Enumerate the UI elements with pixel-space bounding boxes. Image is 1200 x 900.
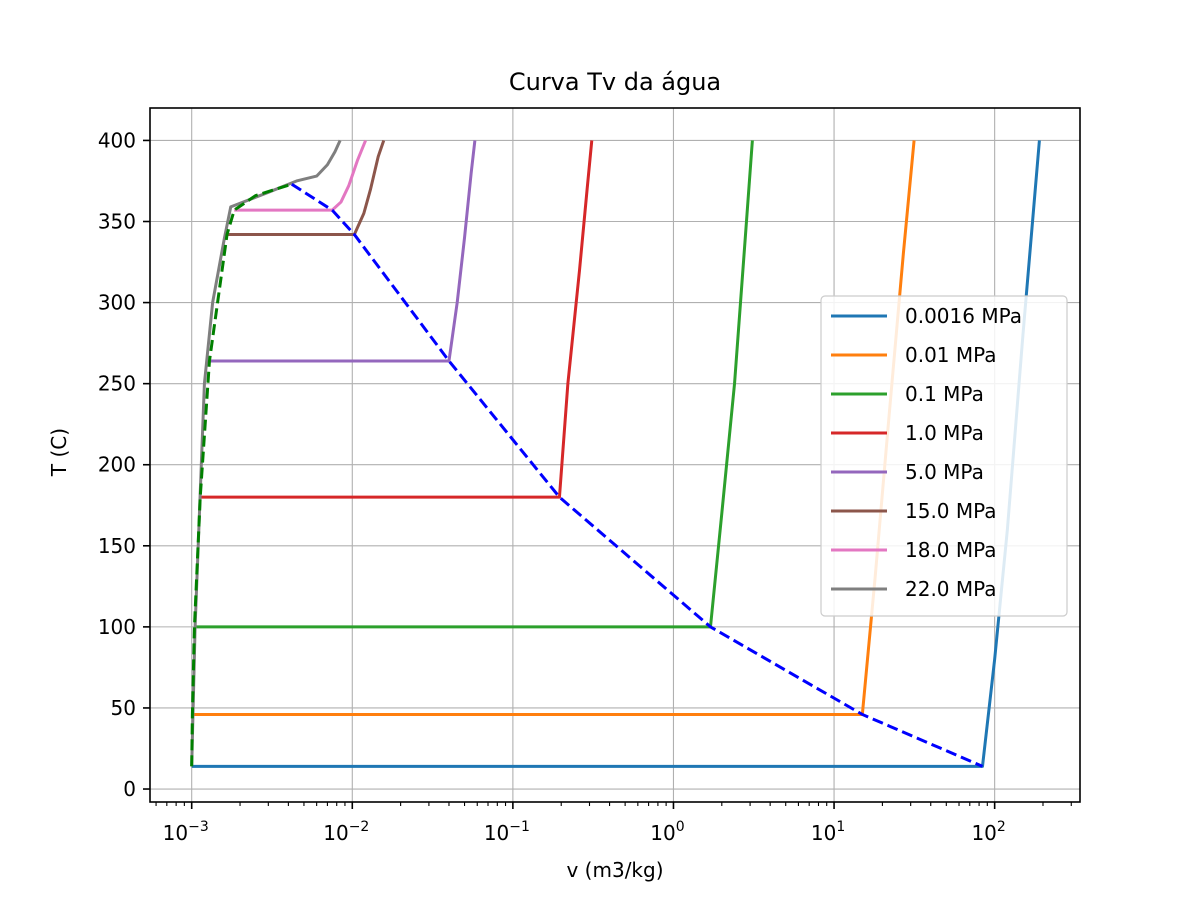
y-tick-label: 250	[98, 372, 136, 396]
legend-label-6: 18.0 MPa	[905, 538, 997, 562]
y-tick-label: 300	[98, 291, 136, 315]
x-axis-label: v (m3/kg)	[566, 858, 663, 882]
x-tick-label: 100	[650, 819, 684, 845]
legend-label-7: 22.0 MPa	[905, 577, 997, 601]
legend-label-4: 5.0 MPa	[905, 460, 984, 484]
series-line-6	[234, 139, 367, 212]
x-tick-label: 10−3	[163, 819, 209, 845]
series-line-3	[200, 140, 594, 499]
legend-box	[820, 295, 1068, 617]
y-tick-label: 150	[98, 534, 136, 558]
x-tick-label: 10−2	[323, 819, 369, 845]
y-tick-label: 50	[111, 696, 136, 720]
series-line-4	[209, 140, 477, 363]
legend-label-0: 0.0016 MPa	[905, 304, 1022, 328]
legend: 0.0016 MPa 0.01 MPa 0.1 MPa 1.0 MPa 5.0 MPa 1…	[820, 295, 1068, 617]
y-axis-label: T (C)	[47, 428, 71, 477]
y-tick-label: 100	[98, 615, 136, 639]
legend-label-2: 0.1 MPa	[905, 382, 984, 406]
y-tick-label: 0	[123, 777, 136, 801]
plot-frame	[149, 107, 1081, 803]
saturated-vapor-curve	[290, 182, 984, 768]
y-tick-label: 400	[98, 128, 136, 152]
axes: 10−3 10−2 10−1 100 101 102 0 50 100 150 200 250 300 3…	[98, 107, 1081, 845]
legend-label-3: 1.0 MPa	[905, 421, 984, 445]
series-line-5	[227, 139, 386, 236]
saturated-liquid-curve	[190, 182, 293, 767]
x-tick-label: 101	[811, 819, 845, 845]
series-line-2	[194, 140, 754, 629]
y-tick-label: 200	[98, 453, 136, 477]
legend-label-1: 0.01 MPa	[905, 343, 997, 367]
x-tick-label: 102	[971, 819, 1005, 845]
chart-title: Curva Tv da água	[509, 68, 721, 96]
x-tick-label: 10−1	[484, 819, 530, 845]
y-tick-label: 350	[98, 210, 136, 234]
legend-label-5: 15.0 MPa	[905, 499, 997, 523]
